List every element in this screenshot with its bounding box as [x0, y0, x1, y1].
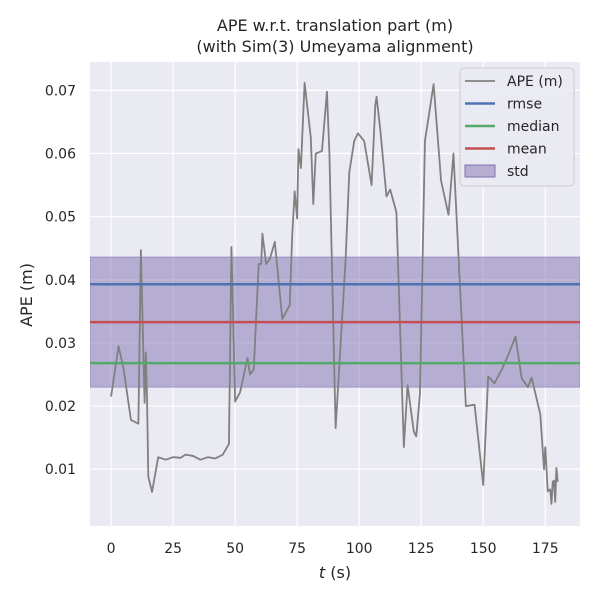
y-tick-label: 0.02: [45, 399, 76, 415]
data-layer: [90, 81, 580, 505]
legend-swatch-std: [464, 164, 496, 178]
x-tick-label: 75: [288, 541, 306, 557]
x-axis-label-unit: (s): [325, 563, 351, 582]
x-tick-label: 150: [470, 541, 497, 557]
x-axis-label-variable: t: [319, 563, 326, 582]
legend-label-std: std: [507, 164, 529, 180]
x-tick-label: 0: [107, 541, 116, 557]
x-axis-label: t (s): [319, 563, 351, 582]
x-tick-label: 175: [532, 541, 559, 557]
legend-label-ape: APE (m): [507, 74, 563, 90]
legend-label-median: median: [507, 119, 559, 135]
legend: APE (m) rmse median mean std: [459, 67, 575, 187]
y-tick-label: 0.07: [45, 83, 76, 99]
legend-label-rmse: rmse: [507, 97, 542, 113]
y-tick-label: 0.04: [45, 273, 76, 289]
ape-series-line: [110, 81, 559, 505]
legend-box: [459, 67, 575, 187]
y-tick-label: 0.03: [45, 336, 76, 352]
y-tick-label: 0.06: [45, 147, 76, 163]
y-tick-label: 0.05: [45, 210, 76, 226]
chart-title-line-2: (with Sim(3) Umeyama alignment): [196, 37, 473, 56]
plot-area: 0 25 50 75 100 125 150 175 0.01 0.02 0.03 0.04 0.05 0…: [45, 62, 580, 557]
y-axis-label: APE (m): [17, 263, 36, 327]
y-tick-label: 0.01: [45, 462, 76, 478]
x-tick-label: 125: [408, 541, 435, 557]
x-tick-label: 100: [346, 541, 373, 557]
legend-label-mean: mean: [507, 142, 547, 158]
x-tick-label: 25: [164, 541, 182, 557]
x-tick-label: 50: [226, 541, 244, 557]
chart-title-line-1: APE w.r.t. translation part (m): [217, 16, 453, 35]
